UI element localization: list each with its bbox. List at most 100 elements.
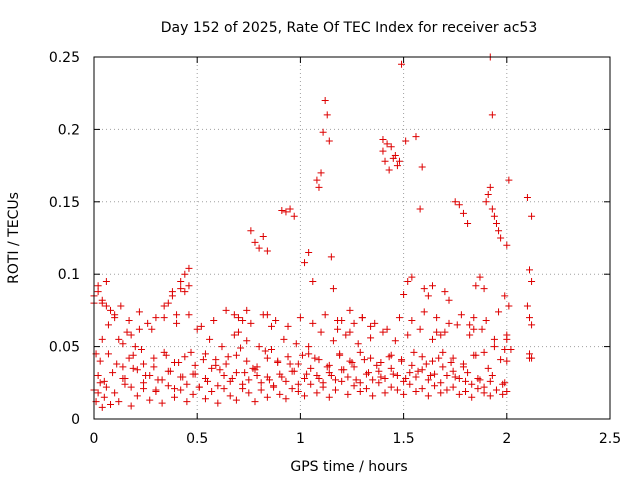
- data-point: [362, 385, 370, 393]
- data-point: [393, 386, 401, 394]
- data-point: [292, 340, 300, 348]
- data-point: [96, 357, 104, 365]
- data-point: [362, 370, 370, 378]
- data-point: [313, 389, 321, 397]
- data-point: [455, 201, 463, 209]
- data-point: [197, 322, 205, 330]
- data-point: [439, 348, 447, 356]
- data-point: [321, 311, 329, 319]
- data-point: [428, 282, 436, 290]
- data-point: [187, 348, 195, 356]
- data-point: [503, 335, 511, 343]
- data-point: [280, 335, 288, 343]
- data-point: [109, 369, 117, 377]
- data-point: [185, 282, 193, 290]
- data-point: [391, 337, 399, 345]
- data-point: [181, 288, 189, 296]
- data-point: [261, 347, 269, 355]
- axis-ticks: [93, 56, 611, 420]
- data-point: [270, 383, 278, 391]
- data-point: [441, 288, 449, 296]
- data-point: [400, 290, 408, 298]
- data-point: [144, 319, 152, 327]
- data-point: [486, 392, 494, 400]
- data-point: [329, 285, 337, 293]
- data-point: [476, 273, 484, 281]
- data-point: [107, 306, 115, 314]
- data-point: [350, 319, 358, 327]
- data-point: [323, 111, 331, 119]
- data-point: [185, 311, 193, 319]
- data-point: [447, 359, 455, 367]
- data-point: [313, 372, 321, 380]
- data-point: [177, 386, 185, 394]
- data-point: [486, 183, 494, 191]
- data-point: [140, 379, 148, 387]
- data-point: [350, 363, 358, 371]
- data-point: [129, 364, 137, 372]
- data-point: [255, 343, 263, 351]
- data-point: [127, 383, 135, 391]
- data-point: [367, 354, 375, 362]
- data-point: [468, 393, 476, 401]
- data-point: [237, 344, 245, 352]
- data-point: [257, 379, 265, 387]
- data-point: [160, 302, 168, 310]
- data-point: [247, 227, 255, 235]
- data-point: [251, 238, 259, 246]
- data-point: [503, 387, 511, 395]
- data-point: [497, 356, 505, 364]
- data-point: [220, 372, 228, 380]
- data-point: [125, 317, 133, 325]
- data-point: [325, 361, 333, 369]
- data-point: [286, 360, 294, 368]
- data-point: [230, 331, 238, 339]
- data-point: [435, 354, 443, 362]
- data-point: [331, 376, 339, 384]
- data-point: [102, 277, 110, 285]
- data-point: [146, 396, 154, 404]
- data-point: [420, 285, 428, 293]
- data-point: [428, 357, 436, 365]
- data-point: [315, 356, 323, 364]
- data-point: [468, 380, 476, 388]
- y-axis-label: ROTI / TECUs: [6, 192, 22, 284]
- data-point: [470, 351, 478, 359]
- data-point: [294, 387, 302, 395]
- data-point: [395, 157, 403, 165]
- data-point: [356, 387, 364, 395]
- data-point: [449, 383, 457, 391]
- data-point: [129, 351, 137, 359]
- data-point: [451, 373, 459, 381]
- data-point: [224, 353, 232, 361]
- data-point: [492, 220, 500, 228]
- data-point: [115, 398, 123, 406]
- data-point: [319, 128, 327, 136]
- data-point: [100, 377, 108, 385]
- data-point: [218, 343, 226, 351]
- y-tick-label: 0.1: [58, 267, 80, 283]
- data-point: [309, 319, 317, 327]
- data-point: [408, 317, 416, 325]
- data-point: [115, 335, 123, 343]
- data-point: [160, 348, 168, 356]
- data-point: [226, 377, 234, 385]
- data-point: [455, 374, 463, 382]
- data-point: [263, 247, 271, 255]
- data-point: [100, 393, 108, 401]
- data-point: [375, 379, 383, 387]
- data-point: [523, 193, 531, 201]
- data-point: [168, 288, 176, 296]
- data-point: [216, 366, 224, 374]
- data-point: [346, 357, 354, 365]
- data-point: [501, 292, 509, 300]
- data-point: [309, 277, 317, 285]
- data-point: [505, 302, 513, 310]
- data-point: [121, 374, 129, 382]
- data-point: [523, 302, 531, 310]
- y-tick-label: 0: [71, 412, 80, 428]
- data-point: [449, 354, 457, 362]
- data-point: [268, 322, 276, 330]
- data-point: [98, 296, 106, 304]
- data-point: [152, 314, 160, 322]
